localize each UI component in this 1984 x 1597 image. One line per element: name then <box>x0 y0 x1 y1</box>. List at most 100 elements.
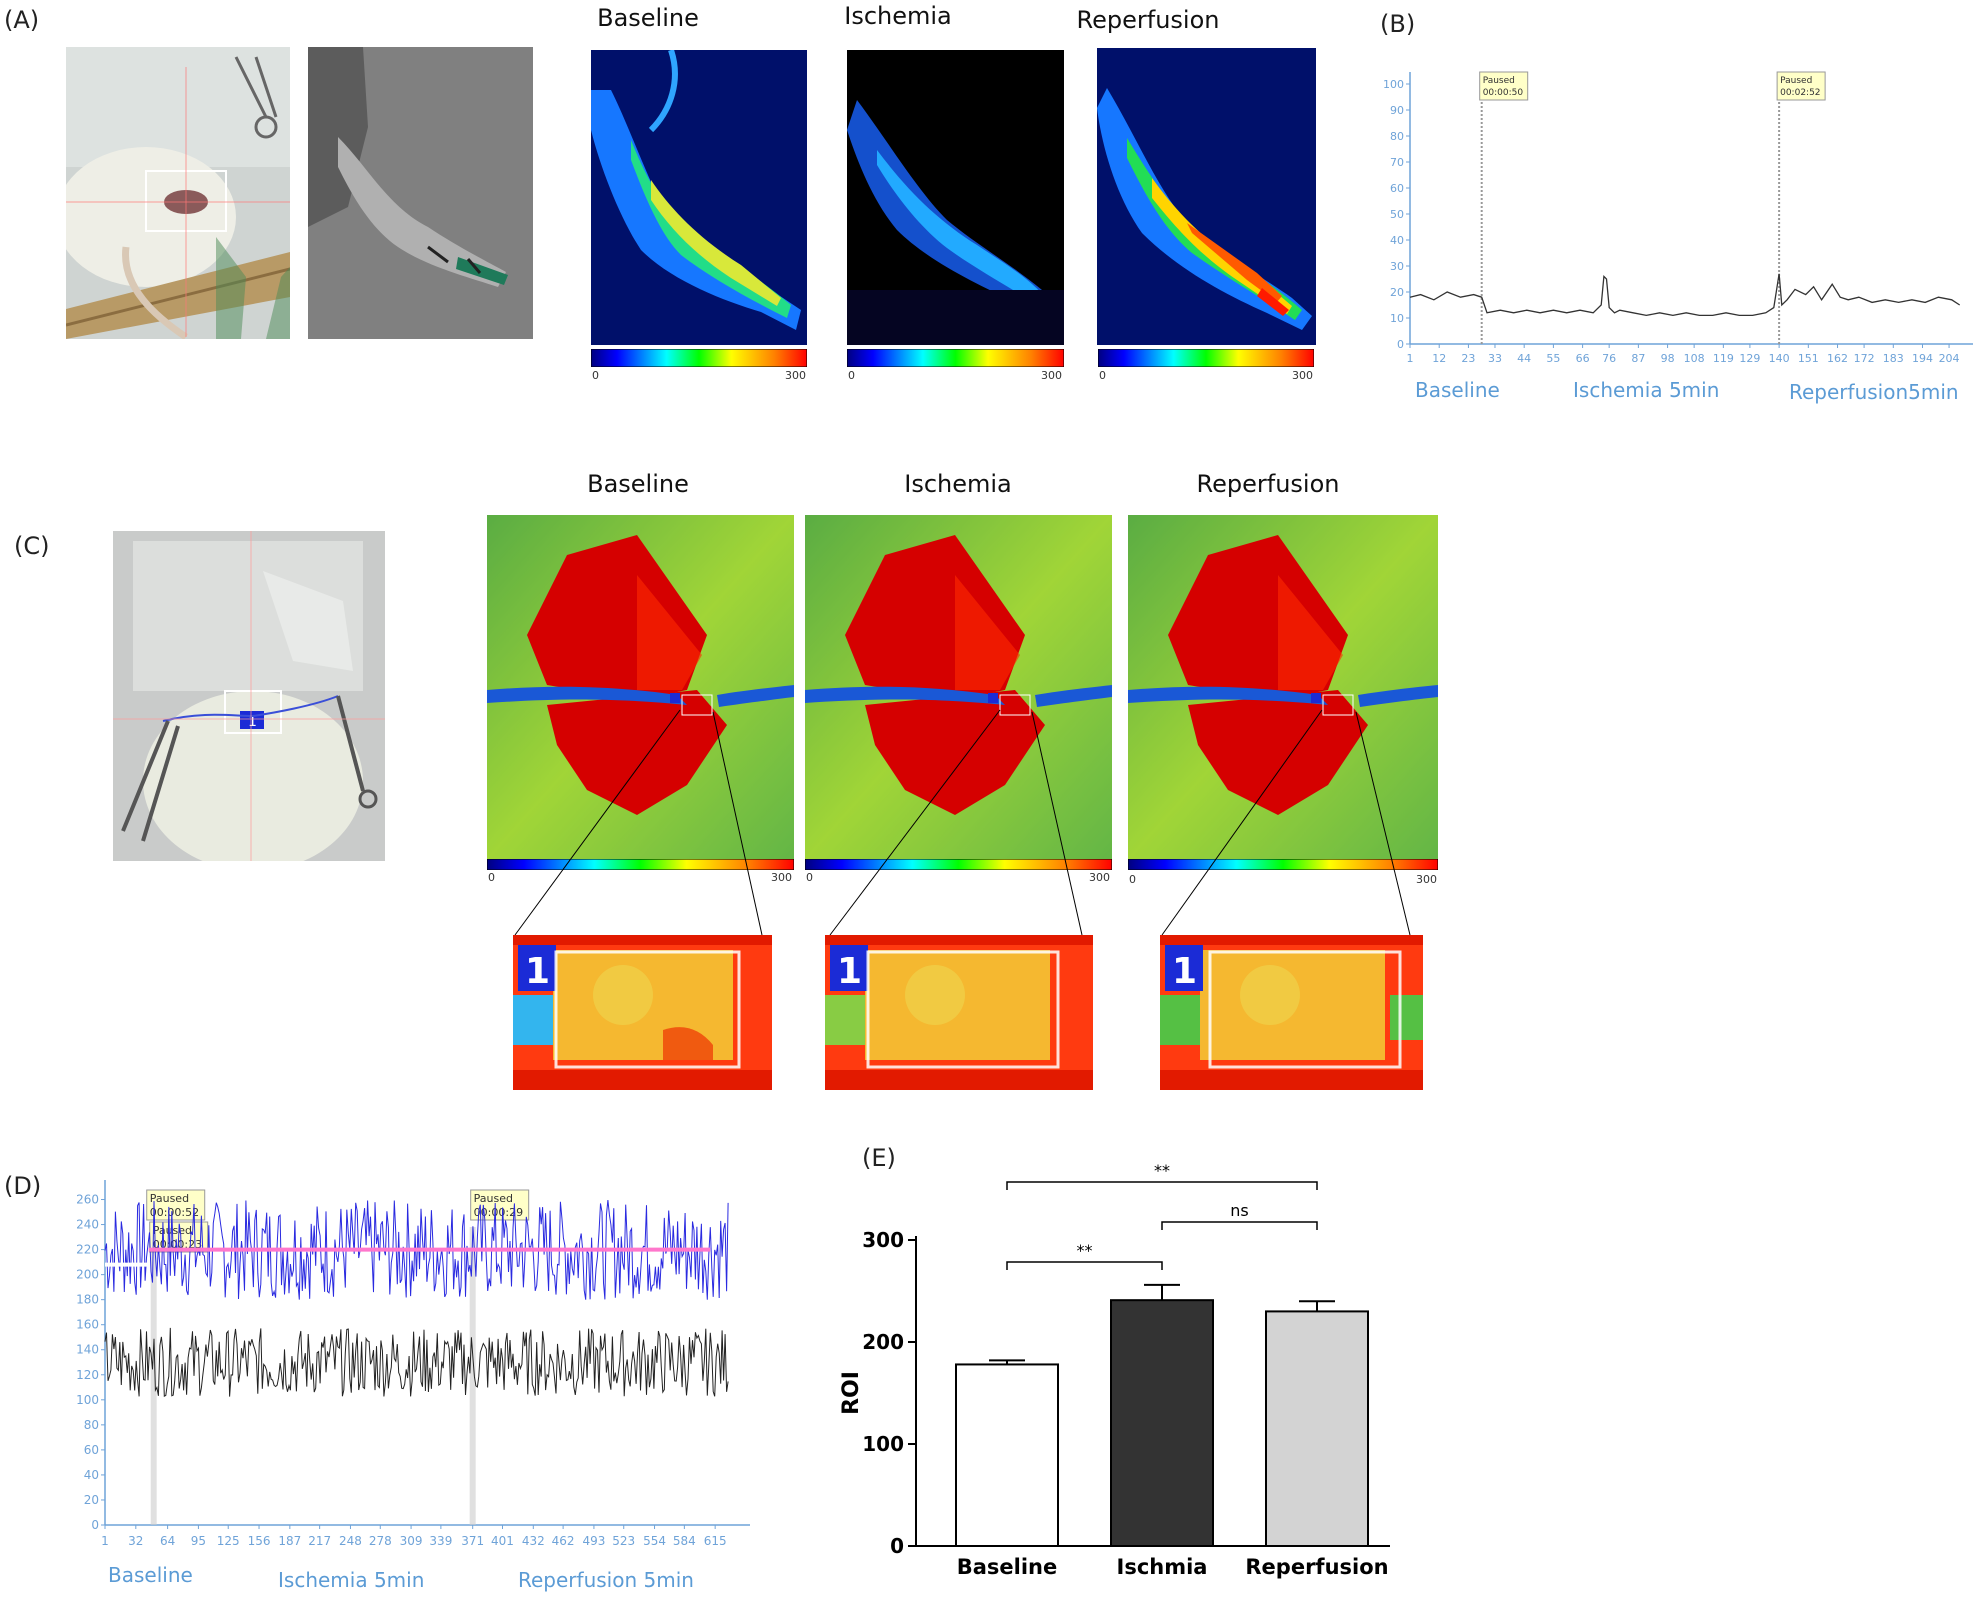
chart-d-pause-marker-line <box>150 1227 157 1525</box>
chart-e-y-axis-title: ROI <box>839 1371 864 1415</box>
colorbar-a-ischemia-min: 0 <box>848 369 855 382</box>
chart-b-series-line <box>1409 273 1961 317</box>
chart-d-pause-marker-box <box>470 1189 530 1221</box>
title-a-reperfusion: Reperfusion <box>1076 6 1220 34</box>
colorbar-c-reperfusion-max: 300 <box>1416 873 1437 886</box>
zoom-inset-baseline: 1 <box>513 935 772 1090</box>
panel-letter-e: (E) <box>862 1144 896 1172</box>
chart-b-y-tick-label: 70 <box>1390 156 1404 169</box>
perfusion-image-c-baseline <box>487 515 794 860</box>
chart-b-x-tick-label: 162 <box>1827 352 1848 365</box>
chart-b-y-tick-label: 60 <box>1390 182 1404 195</box>
svg-text:1: 1 <box>248 714 257 730</box>
chart-d-pause-marker-time: 00:00:29 <box>474 1206 523 1219</box>
chart-b-y-tick-label: 40 <box>1390 234 1404 247</box>
chart-d-x-tick-label: 615 <box>704 1534 727 1548</box>
chart-d-y-tick-label: 240 <box>76 1218 99 1232</box>
zoom-inset-ischemia-roi-number: 1 <box>837 951 862 992</box>
chart-b-pause-marker-label: Paused <box>1483 76 1515 86</box>
chart-d-phase-baseline: Baseline <box>108 1563 193 1587</box>
chart-b-phase-baseline: Baseline <box>1415 378 1500 402</box>
chart-b-x-tick-label: 119 <box>1713 352 1734 365</box>
chart-d-phase-ischemia: Ischemia 5min <box>278 1568 425 1592</box>
colorbar-c-reperfusion <box>1128 859 1438 870</box>
colorbar-c-baseline <box>487 859 794 870</box>
chart-b-y-tick-label: 10 <box>1390 312 1404 325</box>
chart-b-x-tick-label: 76 <box>1602 352 1616 365</box>
chart-b-x-tick-label: 98 <box>1661 352 1675 365</box>
chart-b-x-tick-label: 1 <box>1407 352 1414 365</box>
chart-e-x-tick-label: Baseline <box>957 1555 1058 1579</box>
chart-b-x-tick-label: 44 <box>1517 352 1531 365</box>
chart-d-series-2-line <box>104 1327 729 1398</box>
colorbar-a-reperfusion-max: 300 <box>1292 369 1313 382</box>
chart-d-y-tick-label: 20 <box>84 1493 99 1507</box>
chart-b-phase-reperfusion: Reperfusion5min <box>1789 380 1959 404</box>
zoom-inset-reperfusion: 1 <box>1160 935 1423 1090</box>
chart-d-x-tick-label: 1 <box>101 1534 109 1548</box>
colorbar-c-ischemia-min: 0 <box>806 871 813 884</box>
chart-d-x-tick-label: 187 <box>278 1534 301 1548</box>
perfusion-image-a-ischemia <box>847 50 1064 345</box>
chart-b-phase-ischemia: Ischemia 5min <box>1573 378 1720 402</box>
chart-d-pause-marker-label: Paused <box>474 1192 513 1205</box>
chart-b-y-tick-label: 0 <box>1397 338 1404 351</box>
chart-b-x-tick-label: 172 <box>1854 352 1875 365</box>
chart-b-y-tick-label: 30 <box>1390 260 1404 273</box>
chart-e-y-tick-label: 200 <box>862 1330 904 1354</box>
chart-d-x-tick-label: 309 <box>400 1534 423 1548</box>
chart-d-y-tick-label: 80 <box>84 1418 99 1432</box>
chart-d-x-tick-label: 371 <box>461 1534 484 1548</box>
chart-d-x-tick-label: 125 <box>217 1534 240 1548</box>
chart-b-x-tick-label: 87 <box>1631 352 1645 365</box>
chart-d-y-tick-label: 260 <box>76 1193 99 1207</box>
colorbar-c-baseline-max: 300 <box>771 871 792 884</box>
chart-b-x-tick-label: 66 <box>1576 352 1590 365</box>
colorbar-c-baseline-min: 0 <box>488 871 495 884</box>
panel-letter-b: (B) <box>1380 10 1416 38</box>
chart-b-x-tick-label: 33 <box>1488 352 1502 365</box>
colorbar-a-baseline <box>591 349 807 367</box>
chart-d-y-tick-label: 40 <box>84 1468 99 1482</box>
title-a-baseline: Baseline <box>597 4 699 32</box>
chart-e-x-tick-label: Ischmia <box>1117 1555 1208 1579</box>
chart-b-x-tick-label: 183 <box>1883 352 1904 365</box>
photo-rat-hindlimb <box>66 47 290 339</box>
chart-d-y-tick-label: 180 <box>76 1293 99 1307</box>
chart-d-y-tick-label: 140 <box>76 1343 99 1357</box>
chart-e-significance-label: ** <box>1077 1241 1093 1260</box>
chart-d-x-tick-label: 248 <box>339 1534 362 1548</box>
chart-e-bar-ischmia <box>1110 1299 1214 1547</box>
zoom-inset-ischemia: 1 <box>825 935 1093 1090</box>
perfusion-image-c-ischemia <box>805 515 1112 860</box>
chart-d-y-tick-label: 220 <box>76 1243 99 1257</box>
chart-b-x-tick-label: 12 <box>1432 352 1446 365</box>
chart-e-y-tick-label: 300 <box>862 1228 904 1252</box>
chart-b-y-tick-label: 80 <box>1390 130 1404 143</box>
colorbar-a-reperfusion-min: 0 <box>1099 369 1106 382</box>
chart-d-perfusion-trace: 0 20 40 60 80 100 120 140 160 180 200 220 240 260 1 32 6… <box>76 1180 750 1548</box>
chart-d-x-tick-label: 584 <box>673 1534 696 1548</box>
colorbar-a-ischemia <box>847 349 1064 367</box>
colorbar-a-ischemia-max: 300 <box>1041 369 1062 382</box>
chart-b-pause-marker-time: 00:00:50 <box>1483 88 1524 98</box>
chart-b-pause-marker-time: 00:02:52 <box>1780 88 1820 98</box>
perfusion-image-c-reperfusion <box>1128 515 1438 860</box>
chart-b-x-tick-label: 129 <box>1739 352 1760 365</box>
chart-b-x-tick-label: 204 <box>1939 352 1960 365</box>
chart-d-y-tick-label: 160 <box>76 1318 99 1332</box>
colorbar-a-baseline-max: 300 <box>785 369 806 382</box>
chart-d-x-tick-label: 278 <box>369 1534 392 1548</box>
perfusion-image-a-reperfusion <box>1097 48 1316 345</box>
chart-d-pause-marker-box <box>146 1189 206 1221</box>
chart-e-x-tick-label: Reperfusion <box>1245 1555 1388 1579</box>
panel-letter-c: (C) <box>14 532 50 560</box>
perfusion-image-a-baseline <box>591 50 807 345</box>
zoom-inset-baseline-roi-number: 1 <box>525 951 550 992</box>
chart-b-y-tick-label: 100 <box>1383 78 1404 91</box>
panel-letter-d: (D) <box>4 1172 42 1200</box>
chart-b-x-tick-label: 194 <box>1912 352 1933 365</box>
chart-d-y-tick-label: 60 <box>84 1443 99 1457</box>
colorbar-c-reperfusion-min: 0 <box>1129 873 1136 886</box>
chart-d-phase-reperfusion: Reperfusion 5min <box>518 1568 694 1592</box>
